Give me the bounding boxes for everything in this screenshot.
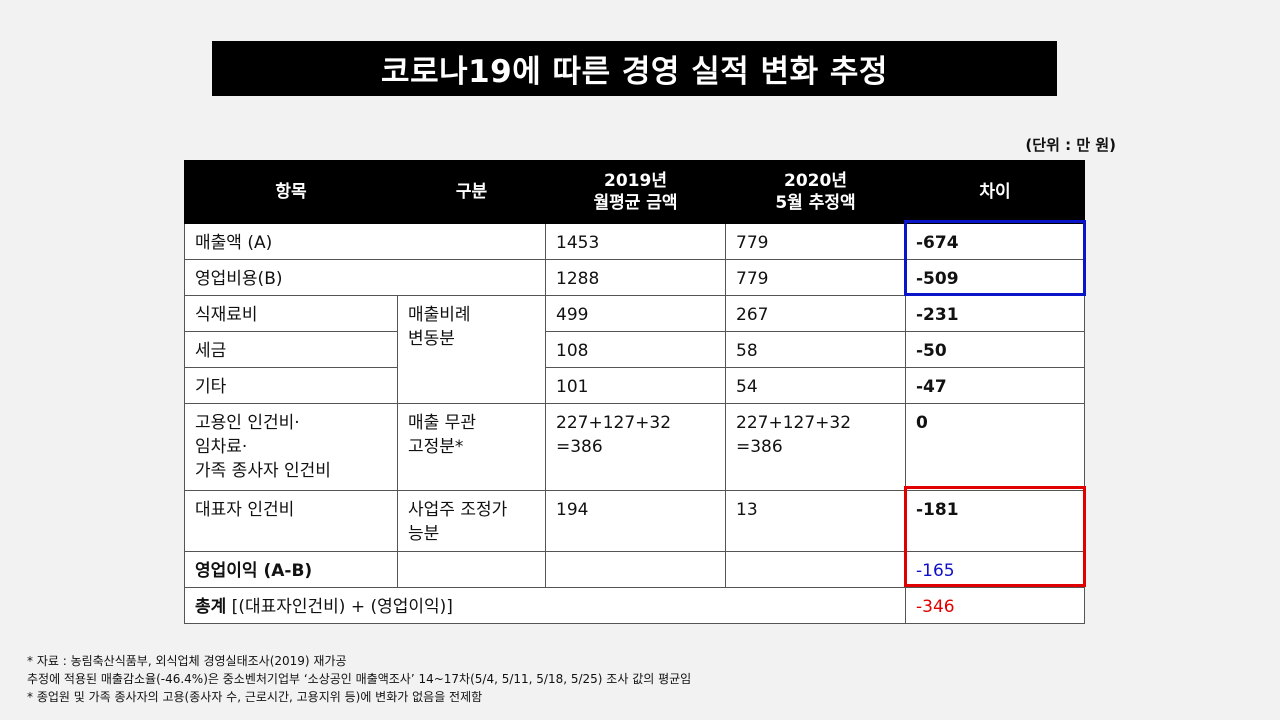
cell-item: 고용인 인건비· 임차료· 가족 종사자 인건비 (184, 403, 398, 491)
table-row-op-income: 영업이익 (A-B) -165 (184, 551, 1085, 588)
footnote-rate: 추정에 적용된 매출감소율(-46.4%)은 중소벤처기업부 ‘소상공인 매출액… (27, 672, 692, 686)
fixed-2019-line1: 227+127+32 (556, 413, 672, 433)
group-variable-line1: 매출비례 (408, 305, 471, 325)
table-header-row: 항목 구분 2019년 월평균 금액 2020년 5월 추정액 차이 (184, 160, 1085, 224)
cell-diff: -50 (905, 331, 1085, 368)
cell-empty (397, 551, 546, 588)
cell-empty (545, 551, 726, 588)
table-row-opex: 영업비용(B) 1288 779 -509 (184, 259, 1085, 296)
header-item: 항목 (184, 160, 398, 224)
header-2020: 2020년 5월 추정액 (725, 160, 906, 224)
cell-item: 세금 (184, 331, 398, 368)
cell-2020: 779 (725, 223, 906, 260)
footnotes: * 자료 : 농림축산식품부, 외식업체 경영실태조사(2019) 재가공 추정… (27, 652, 691, 706)
cell-2020: 227+127+32 =386 (725, 403, 906, 491)
cell-2019: 499 (545, 295, 726, 332)
cell-diff: -165 (905, 551, 1085, 588)
cell-2019: 1288 (545, 259, 726, 296)
footnote-source: * 자료 : 농림축산식품부, 외식업체 경영실태조사(2019) 재가공 (27, 654, 347, 668)
cell-diff: -231 (905, 295, 1085, 332)
group-fixed-line1: 매출 무관 (408, 413, 476, 433)
cell-2020: 267 (725, 295, 906, 332)
cell-item: 영업비용(B) (184, 259, 546, 296)
total-label-rest: [(대표자인건비) + (영업이익)] (226, 597, 453, 617)
fixed-2019-line2: =386 (556, 437, 603, 457)
cell-diff: -346 (905, 587, 1085, 624)
fixed-item-line2: 임차료· (195, 437, 248, 457)
header-category: 구분 (397, 160, 546, 224)
cell-item: 영업이익 (A-B) (184, 551, 398, 588)
cell-2019: 1453 (545, 223, 726, 260)
cell-diff: -181 (905, 490, 1085, 552)
page-title: 코로나19에 따른 경영 실적 변화 추정 (212, 41, 1057, 96)
cell-2019: 194 (545, 490, 726, 552)
header-2020-line1: 2020년 (784, 171, 847, 191)
header-diff: 차이 (905, 160, 1085, 224)
cell-2019: 101 (545, 367, 726, 404)
group-variable-line2: 변동분 (408, 329, 455, 349)
fixed-2020-line2: =386 (736, 437, 783, 457)
fixed-item-line3: 가족 종사자 인건비 (195, 461, 331, 481)
header-2019: 2019년 월평균 금액 (545, 160, 726, 224)
cell-item: 대표자 인건비 (184, 490, 398, 552)
group-owner-line1: 사업주 조정가 (408, 500, 508, 520)
footnote-assumption: * 종업원 및 가족 종사자의 고용(종사자 수, 근로시간, 고용지위 등)에… (27, 690, 483, 704)
table-row-tax: 세금 108 58 -50 (184, 331, 1085, 368)
cell-item: 총계 [(대표자인건비) + (영업이익)] (184, 587, 906, 624)
header-2019-line2: 월평균 금액 (593, 193, 678, 213)
group-owner-line2: 능분 (408, 524, 440, 544)
results-table: 항목 구분 2019년 월평균 금액 2020년 5월 추정액 차이 매출액 (A)… (184, 160, 1085, 624)
header-2019-line1: 2019년 (604, 171, 667, 191)
unit-label: (단위 : 만 원) (1025, 136, 1116, 154)
cell-2019: 108 (545, 331, 726, 368)
cell-diff: -674 (905, 223, 1085, 260)
table-row-total: 총계 [(대표자인건비) + (영업이익)] -346 (184, 587, 1085, 624)
cell-item: 기타 (184, 367, 398, 404)
cell-2020: 58 (725, 331, 906, 368)
fixed-2020-line1: 227+127+32 (736, 413, 852, 433)
cell-2020: 54 (725, 367, 906, 404)
table-row-other: 기타 101 54 -47 (184, 367, 1085, 404)
cell-2020: 13 (725, 490, 906, 552)
cell-diff: -47 (905, 367, 1085, 404)
total-label-bold: 총계 (195, 597, 227, 617)
cell-2020: 779 (725, 259, 906, 296)
group-fixed-line2: 고정분* (408, 437, 464, 457)
cell-diff: 0 (905, 403, 1085, 491)
table-row-revenue: 매출액 (A) 1453 779 -674 (184, 223, 1085, 260)
cell-empty (725, 551, 906, 588)
cell-item: 식재료비 (184, 295, 398, 332)
header-2020-line2: 5월 추정액 (775, 193, 856, 213)
cell-item: 매출액 (A) (184, 223, 546, 260)
fixed-item-line1: 고용인 인건비· (195, 413, 300, 433)
cell-2019: 227+127+32 =386 (545, 403, 726, 491)
cell-diff: -509 (905, 259, 1085, 296)
